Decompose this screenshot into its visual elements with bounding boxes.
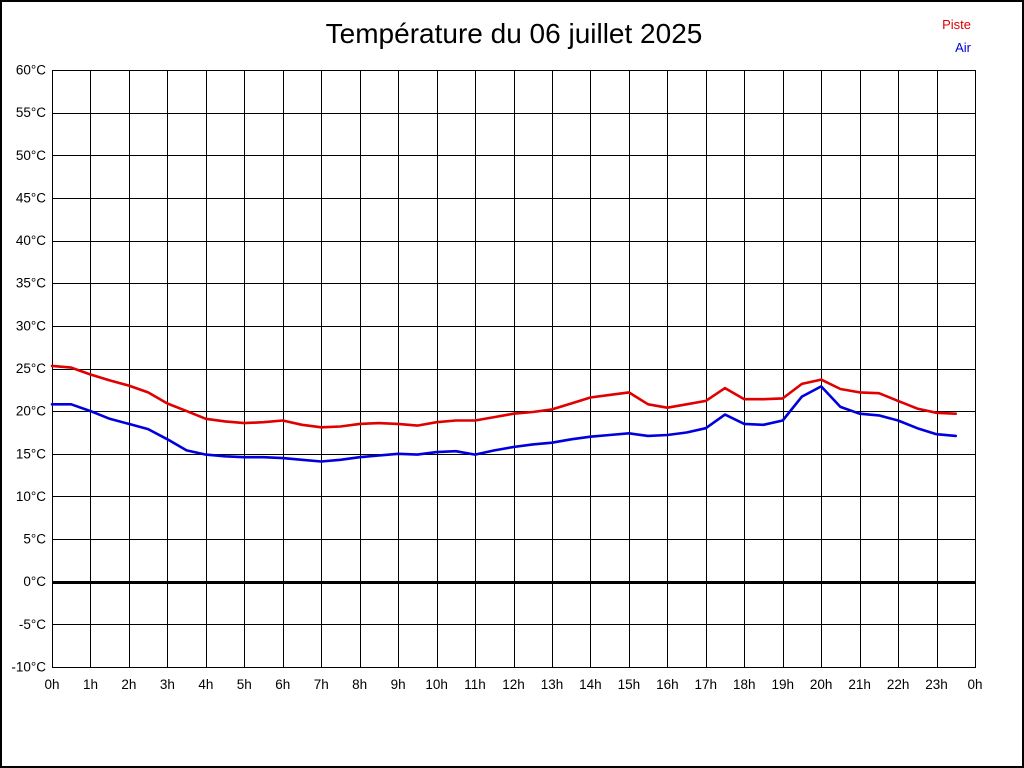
x-tick-label: 0h bbox=[44, 677, 59, 692]
y-tick-label: 50°C bbox=[16, 148, 46, 163]
x-tick-label: 1h bbox=[83, 677, 98, 692]
x-tick-label: 12h bbox=[502, 677, 525, 692]
x-tick-label: 20h bbox=[810, 677, 833, 692]
x-tick-label: 2h bbox=[121, 677, 136, 692]
y-tick-label: 0°C bbox=[23, 574, 46, 589]
x-tick-label: 6h bbox=[275, 677, 290, 692]
x-tick-label: 11h bbox=[464, 677, 486, 692]
y-tick-label: 15°C bbox=[16, 446, 46, 461]
series-line-air bbox=[50, 385, 958, 463]
x-tick-label: 16h bbox=[656, 677, 679, 692]
x-tick-label: 9h bbox=[391, 677, 406, 692]
x-tick-label: 7h bbox=[314, 677, 329, 692]
chart-legend: Piste Air bbox=[942, 13, 971, 59]
legend-item-piste: Piste bbox=[942, 17, 971, 32]
x-tick-label: 13h bbox=[541, 677, 564, 692]
y-tick-label: 25°C bbox=[16, 361, 46, 376]
x-tick-label: 17h bbox=[695, 677, 718, 692]
y-tick-label: -10°C bbox=[11, 660, 46, 675]
x-tick-label: 8h bbox=[352, 677, 367, 692]
x-tick-label: 23h bbox=[925, 677, 948, 692]
x-tick-label: 10h bbox=[425, 677, 448, 692]
x-tick-label: 15h bbox=[618, 677, 641, 692]
x-tick-label: 18h bbox=[733, 677, 756, 692]
y-tick-label: 20°C bbox=[16, 404, 46, 419]
x-tick-label: 0h bbox=[967, 677, 982, 692]
series-line-piste bbox=[50, 364, 958, 429]
x-tick-label: 22h bbox=[887, 677, 910, 692]
y-tick-label: 40°C bbox=[16, 233, 46, 248]
legend-item-air: Air bbox=[955, 40, 971, 55]
y-tick-label: 35°C bbox=[16, 276, 46, 291]
y-tick-label: 30°C bbox=[16, 318, 46, 333]
y-tick-label: 45°C bbox=[16, 190, 46, 205]
y-tick-label: 10°C bbox=[16, 489, 46, 504]
y-tick-label: 55°C bbox=[16, 105, 46, 120]
y-tick-label: -5°C bbox=[19, 617, 46, 632]
x-tick-label: 5h bbox=[237, 677, 252, 692]
x-tick-label: 21h bbox=[848, 677, 871, 692]
x-tick-label: 3h bbox=[160, 677, 175, 692]
plot-border bbox=[52, 70, 976, 668]
y-tick-label: 5°C bbox=[23, 532, 46, 547]
y-tick-label: 60°C bbox=[16, 63, 46, 78]
x-tick-label: 14h bbox=[579, 677, 602, 692]
x-tick-label: 4h bbox=[198, 677, 213, 692]
chart-title: Température du 06 juillet 2025 bbox=[325, 18, 703, 49]
x-tick-label: 19h bbox=[771, 677, 794, 692]
